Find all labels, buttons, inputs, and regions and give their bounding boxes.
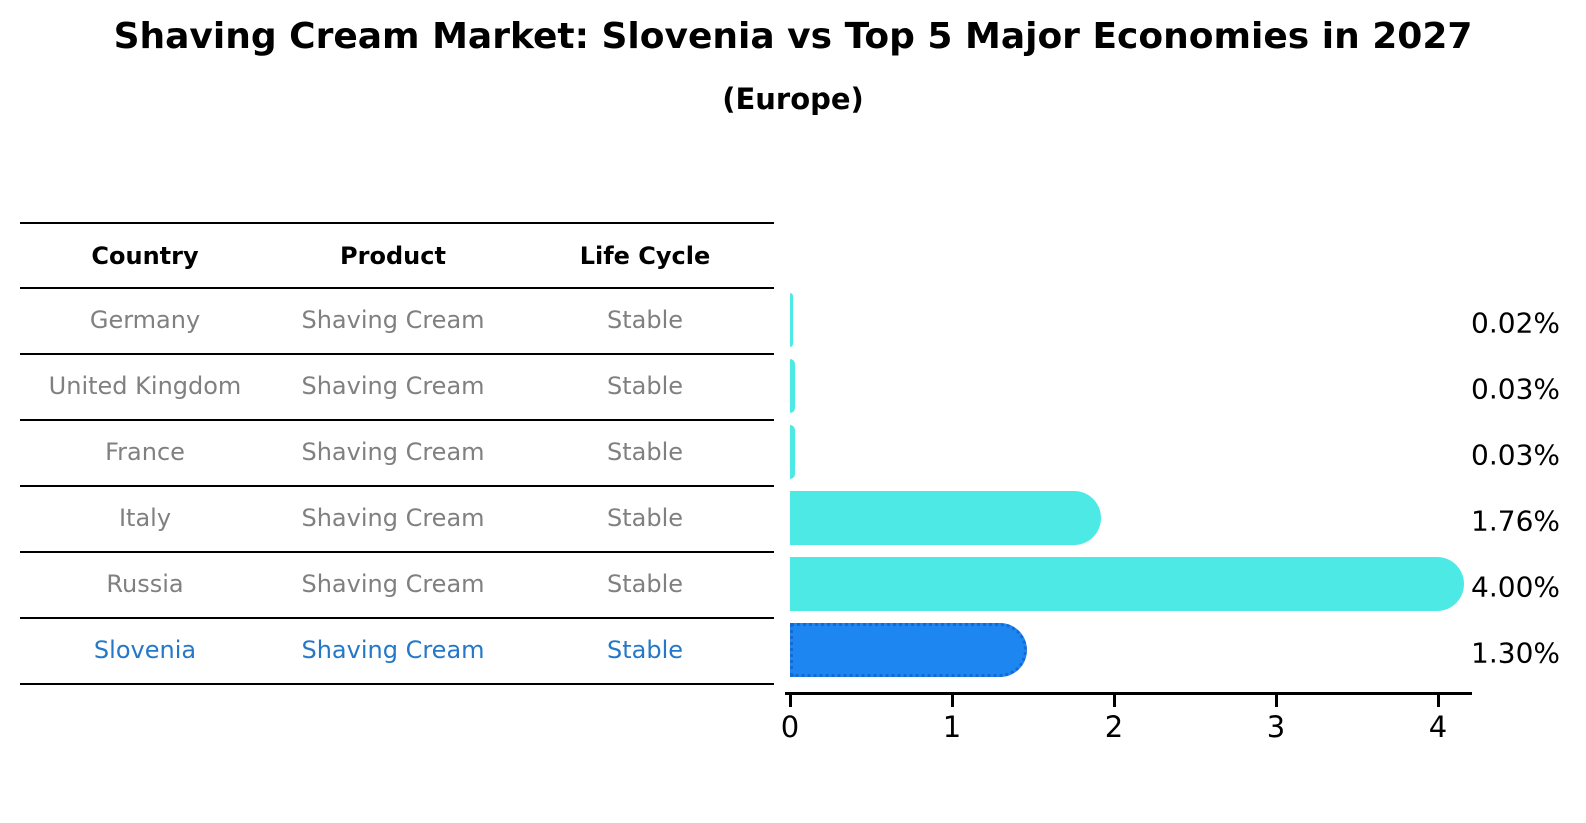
bar-value-label: 0.02%: [1471, 306, 1560, 340]
bar-value-label: 1.76%: [1471, 504, 1560, 538]
bar: [790, 425, 795, 479]
table-row-line: [20, 683, 774, 685]
table-cell-life_cycle: Stable: [606, 306, 684, 334]
table-cell-life_cycle: Stable: [606, 438, 684, 466]
bar-value-label: 4.00%: [1471, 570, 1560, 604]
table-row-line: [20, 419, 774, 421]
table-row-line: [20, 617, 774, 619]
table-header-cell: Life Cycle: [579, 241, 711, 270]
bar: [790, 491, 1102, 545]
x-axis-tick: [1113, 695, 1116, 707]
table-row-line: [20, 287, 774, 289]
table-cell-country: Slovenia: [93, 636, 197, 664]
bar: [790, 293, 794, 347]
x-axis-tick: [1437, 695, 1440, 707]
table-cell-product: Shaving Cream: [301, 504, 485, 532]
table-cell-life_cycle: Stable: [606, 570, 684, 598]
bar-value-label: 0.03%: [1471, 372, 1560, 406]
table-row-line: [20, 353, 774, 355]
x-axis-tick: [789, 695, 792, 707]
x-axis-tick-label: 4: [1428, 710, 1448, 744]
table-cell-product: Shaving Cream: [301, 438, 485, 466]
chart-title: Shaving Cream Market: Slovenia vs Top 5 …: [113, 16, 1473, 57]
bar-value-label: 0.03%: [1471, 438, 1560, 472]
table-cell-country: Italy: [118, 504, 172, 532]
x-axis-tick-label: 3: [1266, 710, 1286, 744]
table-cell-country: Germany: [89, 306, 201, 334]
table-cell-life_cycle: Stable: [606, 636, 684, 664]
bar-highlight: [790, 623, 1027, 677]
table-cell-product: Shaving Cream: [301, 306, 485, 334]
table-cell-country: France: [105, 438, 185, 466]
table-cell-product: Shaving Cream: [301, 570, 485, 598]
x-axis-tick-label: 1: [942, 710, 962, 744]
table-row-line: [20, 222, 774, 224]
table-cell-product: Shaving Cream: [301, 636, 485, 664]
table-cell-country: United Kingdom: [48, 372, 242, 400]
chart-subtitle: (Europe): [722, 82, 864, 116]
bar: [790, 557, 1464, 611]
x-axis-tick: [1275, 695, 1278, 707]
table-header-cell: Country: [91, 241, 199, 270]
bar-value-label: 1.30%: [1471, 636, 1560, 670]
bar: [790, 359, 795, 413]
table-header-cell: Product: [340, 241, 446, 270]
table-cell-life_cycle: Stable: [606, 372, 684, 400]
table-row-line: [20, 485, 774, 487]
table-cell-country: Russia: [106, 570, 184, 598]
x-axis-tick: [951, 695, 954, 707]
table-row-line: [20, 551, 774, 553]
x-axis-tick-label: 2: [1104, 710, 1124, 744]
table-cell-product: Shaving Cream: [301, 372, 485, 400]
x-axis-tick-label: 0: [780, 710, 800, 744]
table-cell-life_cycle: Stable: [606, 504, 684, 532]
x-axis-line: [785, 692, 1472, 695]
